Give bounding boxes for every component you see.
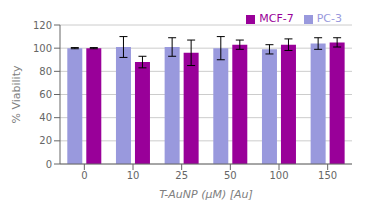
svg-text:80: 80	[39, 66, 52, 77]
svg-text:0: 0	[46, 159, 52, 170]
svg-text:100: 100	[33, 43, 52, 54]
svg-text:20: 20	[39, 135, 52, 146]
svg-text:150: 150	[318, 170, 337, 181]
svg-text:50: 50	[224, 170, 237, 181]
svg-text:% Viability: % Viability	[10, 65, 23, 123]
svg-text:10: 10	[127, 170, 140, 181]
svg-text:0: 0	[81, 170, 87, 181]
svg-text:120: 120	[33, 20, 52, 31]
svg-text:60: 60	[39, 89, 52, 100]
svg-text:T-AuNP (μM) [Au]: T-AuNP (μM) [Au]	[159, 188, 253, 201]
html-text:PC-3: PC-3	[316, 12, 342, 25]
html-text:MCF-7: MCF-7	[259, 12, 294, 25]
svg-text:100: 100	[269, 170, 288, 181]
svg-text:40: 40	[39, 112, 52, 123]
svg-text:25: 25	[175, 170, 188, 181]
